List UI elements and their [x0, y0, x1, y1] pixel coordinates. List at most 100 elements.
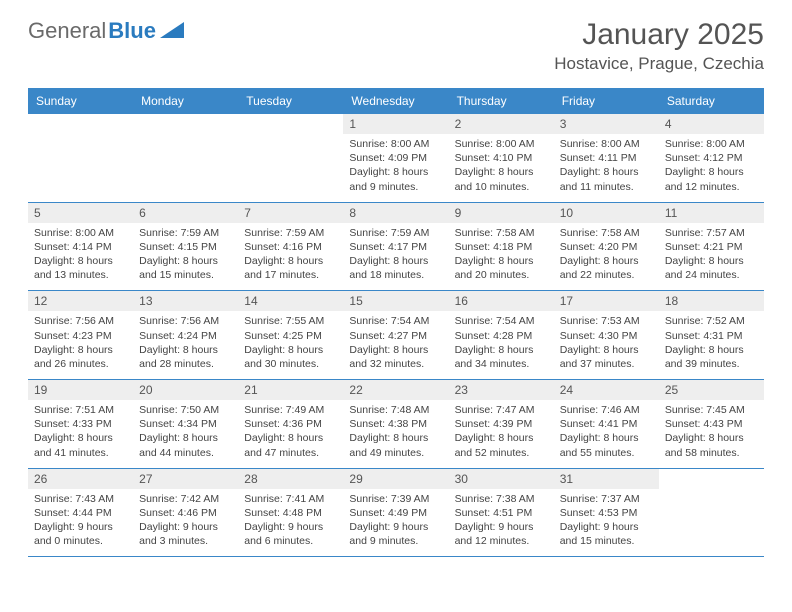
day-details: Sunrise: 7:45 AMSunset: 4:43 PMDaylight:… — [665, 403, 758, 460]
day-sunrise: Sunrise: 7:52 AM — [665, 314, 758, 328]
location-label: Hostavice, Prague, Czechia — [554, 54, 764, 74]
day-sunrise: Sunrise: 7:37 AM — [560, 492, 653, 506]
day-daylight: Daylight: 8 hours and 37 minutes. — [560, 343, 653, 371]
day-sunrise: Sunrise: 7:58 AM — [560, 226, 653, 240]
day-number: 23 — [449, 380, 554, 400]
calendar-day-cell: 24Sunrise: 7:46 AMSunset: 4:41 PMDayligh… — [554, 380, 659, 469]
day-sunrise: Sunrise: 7:57 AM — [665, 226, 758, 240]
day-sunrise: Sunrise: 7:42 AM — [139, 492, 232, 506]
day-details: Sunrise: 7:52 AMSunset: 4:31 PMDaylight:… — [665, 314, 758, 371]
day-sunset: Sunset: 4:12 PM — [665, 151, 758, 165]
day-sunset: Sunset: 4:24 PM — [139, 329, 232, 343]
day-details: Sunrise: 7:54 AMSunset: 4:27 PMDaylight:… — [349, 314, 442, 371]
day-sunset: Sunset: 4:15 PM — [139, 240, 232, 254]
day-sunset: Sunset: 4:36 PM — [244, 417, 337, 431]
day-sunset: Sunset: 4:20 PM — [560, 240, 653, 254]
day-daylight: Daylight: 8 hours and 30 minutes. — [244, 343, 337, 371]
calendar-day-cell: 13Sunrise: 7:56 AMSunset: 4:24 PMDayligh… — [133, 291, 238, 380]
calendar-day-cell: 7Sunrise: 7:59 AMSunset: 4:16 PMDaylight… — [238, 202, 343, 291]
weekday-header: Tuesday — [238, 88, 343, 114]
calendar-day-cell — [28, 114, 133, 202]
day-number: 30 — [449, 469, 554, 489]
day-details: Sunrise: 7:38 AMSunset: 4:51 PMDaylight:… — [455, 492, 548, 549]
day-daylight: Daylight: 8 hours and 39 minutes. — [665, 343, 758, 371]
day-daylight: Daylight: 9 hours and 6 minutes. — [244, 520, 337, 548]
day-sunset: Sunset: 4:53 PM — [560, 506, 653, 520]
day-daylight: Daylight: 8 hours and 20 minutes. — [455, 254, 548, 282]
day-details: Sunrise: 7:53 AMSunset: 4:30 PMDaylight:… — [560, 314, 653, 371]
calendar-day-cell: 31Sunrise: 7:37 AMSunset: 4:53 PMDayligh… — [554, 468, 659, 557]
day-number: 1 — [343, 114, 448, 134]
day-details: Sunrise: 7:54 AMSunset: 4:28 PMDaylight:… — [455, 314, 548, 371]
day-sunset: Sunset: 4:16 PM — [244, 240, 337, 254]
calendar-day-cell: 5Sunrise: 8:00 AMSunset: 4:14 PMDaylight… — [28, 202, 133, 291]
day-details: Sunrise: 8:00 AMSunset: 4:14 PMDaylight:… — [34, 226, 127, 283]
day-details: Sunrise: 7:46 AMSunset: 4:41 PMDaylight:… — [560, 403, 653, 460]
day-details: Sunrise: 8:00 AMSunset: 4:11 PMDaylight:… — [560, 137, 653, 194]
day-sunrise: Sunrise: 7:48 AM — [349, 403, 442, 417]
day-number: 20 — [133, 380, 238, 400]
day-sunrise: Sunrise: 7:53 AM — [560, 314, 653, 328]
day-sunrise: Sunrise: 7:59 AM — [244, 226, 337, 240]
calendar-day-cell: 19Sunrise: 7:51 AMSunset: 4:33 PMDayligh… — [28, 380, 133, 469]
calendar-day-cell: 17 Sunrise: 7:53 AMSunset: 4:30 PMDayligh… — [554, 291, 659, 380]
day-number: 13 — [133, 291, 238, 311]
day-sunrise: Sunrise: 8:00 AM — [455, 137, 548, 151]
day-sunrise: Sunrise: 7:59 AM — [139, 226, 232, 240]
day-sunset: Sunset: 4:43 PM — [665, 417, 758, 431]
day-daylight: Daylight: 8 hours and 44 minutes. — [139, 431, 232, 459]
day-daylight: Daylight: 8 hours and 55 minutes. — [560, 431, 653, 459]
day-number: 17 — [554, 291, 659, 311]
day-number: 11 — [659, 203, 764, 223]
day-sunrise: Sunrise: 7:43 AM — [34, 492, 127, 506]
calendar-week-row: 12Sunrise: 7:56 AMSunset: 4:23 PMDayligh… — [28, 291, 764, 380]
calendar-day-cell: 4 Sunrise: 8:00 AMSunset: 4:12 PMDaylight… — [659, 114, 764, 202]
day-details: Sunrise: 7:59 AMSunset: 4:16 PMDaylight:… — [244, 226, 337, 283]
day-daylight: Daylight: 8 hours and 47 minutes. — [244, 431, 337, 459]
day-sunset: Sunset: 4:44 PM — [34, 506, 127, 520]
calendar-day-cell: 25Sunrise: 7:45 AMSunset: 4:43 PMDayligh… — [659, 380, 764, 469]
day-number: 28 — [238, 469, 343, 489]
day-sunrise: Sunrise: 7:54 AM — [349, 314, 442, 328]
calendar-day-cell: 23Sunrise: 7:47 AMSunset: 4:39 PMDayligh… — [449, 380, 554, 469]
day-sunset: Sunset: 4:48 PM — [244, 506, 337, 520]
day-daylight: Daylight: 8 hours and 15 minutes. — [139, 254, 232, 282]
logo: General Blue — [28, 18, 184, 44]
calendar-day-cell: 16Sunrise: 7:54 AMSunset: 4:28 PMDayligh… — [449, 291, 554, 380]
day-sunset: Sunset: 4:34 PM — [139, 417, 232, 431]
day-daylight: Daylight: 8 hours and 24 minutes. — [665, 254, 758, 282]
day-sunset: Sunset: 4:31 PM — [665, 329, 758, 343]
calendar-table: Sunday Monday Tuesday Wednesday Thursday… — [28, 88, 764, 557]
weekday-header: Sunday — [28, 88, 133, 114]
day-sunrise: Sunrise: 8:00 AM — [560, 137, 653, 151]
day-daylight: Daylight: 9 hours and 3 minutes. — [139, 520, 232, 548]
day-sunrise: Sunrise: 7:47 AM — [455, 403, 548, 417]
day-number: 4 — [659, 114, 764, 134]
calendar-day-cell: 14Sunrise: 7:55 AMSunset: 4:25 PMDayligh… — [238, 291, 343, 380]
day-details: Sunrise: 7:56 AMSunset: 4:23 PMDaylight:… — [34, 314, 127, 371]
weekday-header: Friday — [554, 88, 659, 114]
day-daylight: Daylight: 9 hours and 12 minutes. — [455, 520, 548, 548]
day-sunset: Sunset: 4:25 PM — [244, 329, 337, 343]
day-daylight: Daylight: 8 hours and 28 minutes. — [139, 343, 232, 371]
day-details: Sunrise: 8:00 AMSunset: 4:12 PMDaylight:… — [665, 137, 758, 194]
day-number: 27 — [133, 469, 238, 489]
day-details: Sunrise: 7:50 AMSunset: 4:34 PMDaylight:… — [139, 403, 232, 460]
day-daylight: Daylight: 8 hours and 12 minutes. — [665, 165, 758, 193]
day-number: 9 — [449, 203, 554, 223]
calendar-day-cell: 26Sunrise: 7:43 AMSunset: 4:44 PMDayligh… — [28, 468, 133, 557]
day-sunrise: Sunrise: 7:58 AM — [455, 226, 548, 240]
day-sunrise: Sunrise: 7:59 AM — [349, 226, 442, 240]
day-details: Sunrise: 7:57 AMSunset: 4:21 PMDaylight:… — [665, 226, 758, 283]
day-number: 8 — [343, 203, 448, 223]
calendar-week-row: 26Sunrise: 7:43 AMSunset: 4:44 PMDayligh… — [28, 468, 764, 557]
day-details: Sunrise: 8:00 AMSunset: 4:09 PMDaylight:… — [349, 137, 442, 194]
day-sunrise: Sunrise: 7:54 AM — [455, 314, 548, 328]
day-sunset: Sunset: 4:33 PM — [34, 417, 127, 431]
day-details: Sunrise: 7:51 AMSunset: 4:33 PMDaylight:… — [34, 403, 127, 460]
calendar-day-cell: 6Sunrise: 7:59 AMSunset: 4:15 PMDaylight… — [133, 202, 238, 291]
day-details: Sunrise: 7:41 AMSunset: 4:48 PMDaylight:… — [244, 492, 337, 549]
day-sunset: Sunset: 4:21 PM — [665, 240, 758, 254]
weekday-header: Wednesday — [343, 88, 448, 114]
day-sunset: Sunset: 4:10 PM — [455, 151, 548, 165]
